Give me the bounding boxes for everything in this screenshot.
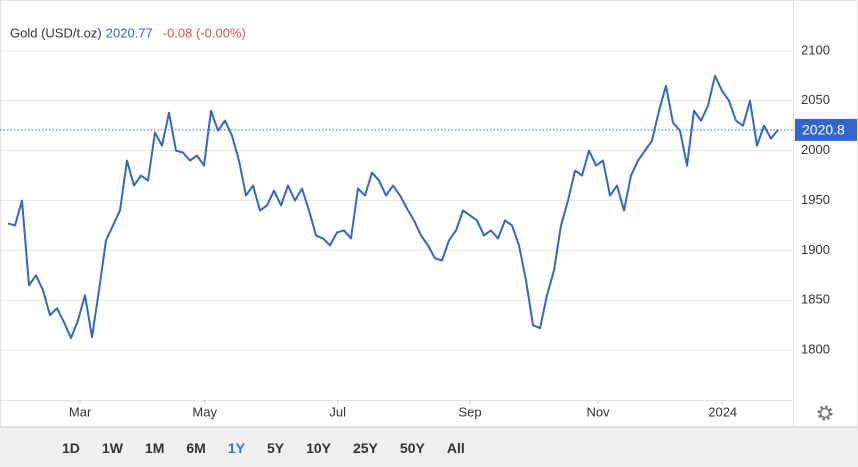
range-bar: 1D 1W 1M 6M 1Y 5Y 10Y 25Y 50Y All [0, 427, 858, 467]
range-button[interactable]: 10Y [306, 439, 331, 456]
range-button[interactable]: 50Y [399, 439, 425, 456]
price-line [7, 74, 779, 340]
y-tick-label: 2100 [801, 42, 830, 57]
range-button[interactable]: 1M [144, 439, 165, 456]
change: -0.08 (-0.00%) [163, 25, 246, 40]
range-button[interactable]: 1D [62, 439, 80, 456]
x-tick-label: Jul [329, 404, 346, 419]
y-tick-label: 2050 [801, 92, 830, 107]
range-button[interactable]: 1Y [227, 439, 245, 456]
settings-icon[interactable] [817, 405, 833, 421]
range-button[interactable]: 1W [101, 439, 123, 456]
instrument-name: Gold (USD/t.oz) [10, 25, 102, 40]
x-tick-label: May [192, 404, 217, 419]
y-tick-label: 2000 [801, 142, 830, 157]
range-button[interactable]: 6M [186, 439, 206, 456]
range-button[interactable]: 25Y [352, 439, 378, 456]
x-tick-label: Sep [458, 404, 481, 419]
frame [0, 0, 858, 427]
chart: Gold (USD/t.oz) 2020.77 -0.08 (-0.00%) 1… [0, 0, 858, 427]
y-tick-label: 1800 [801, 342, 830, 357]
x-tick-label: 2024 [708, 404, 737, 419]
last-price-label: 2020.8 [802, 122, 845, 138]
y-tick-label: 1900 [801, 242, 830, 257]
x-tick-label: Nov [587, 404, 611, 419]
price: 2020.77 [106, 25, 153, 40]
y-tick-label: 1850 [801, 292, 830, 307]
x-tick-label: Mar [69, 404, 92, 419]
range-button[interactable]: All [446, 439, 465, 456]
range-button[interactable]: 5Y [266, 439, 285, 456]
last-price-box [795, 118, 857, 141]
y-tick-label: 1950 [801, 192, 830, 207]
